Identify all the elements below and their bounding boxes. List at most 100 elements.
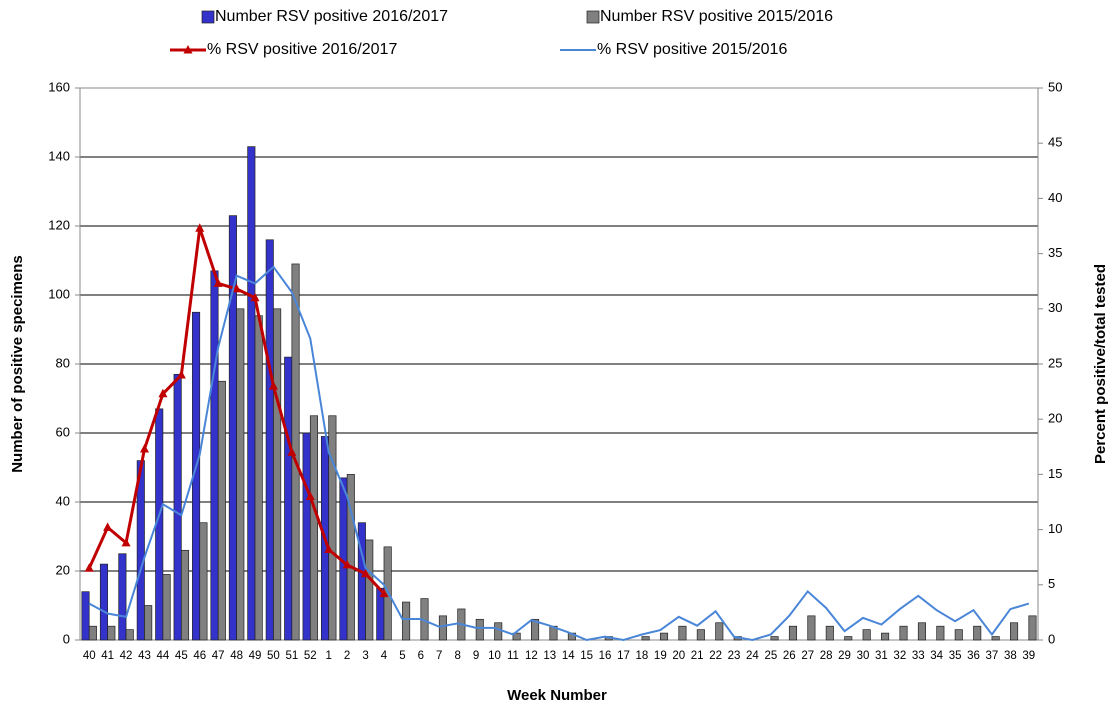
bar bbox=[917, 622, 926, 641]
x-tick-label: 7 bbox=[436, 650, 442, 662]
x-tick-label: 38 bbox=[1004, 650, 1017, 662]
bar bbox=[531, 618, 540, 641]
y2-tick-label: 15 bbox=[1048, 466, 1062, 481]
bar bbox=[265, 239, 274, 641]
y-tick-label: 0 bbox=[63, 631, 70, 646]
x-tick-label: 46 bbox=[193, 650, 206, 662]
bar bbox=[494, 622, 503, 641]
x-tick-label: 22 bbox=[709, 650, 722, 662]
y-tick-label: 20 bbox=[56, 562, 70, 577]
bar bbox=[881, 632, 890, 641]
x-tick-label: 33 bbox=[912, 650, 925, 662]
bar bbox=[199, 522, 208, 641]
bar bbox=[81, 591, 90, 641]
y-tick-label: 120 bbox=[48, 217, 70, 232]
y2-tick-label: 5 bbox=[1048, 576, 1055, 591]
marker bbox=[324, 544, 334, 553]
x-tick-label: 28 bbox=[820, 650, 833, 662]
legend-label: Number RSV positive 2016/2017 bbox=[215, 8, 448, 25]
x-tick-label: 40 bbox=[83, 650, 96, 662]
marker bbox=[103, 522, 113, 531]
bar bbox=[788, 625, 798, 641]
bar bbox=[309, 415, 319, 641]
x-tick-label: 49 bbox=[249, 650, 262, 662]
y2-tick-label: 50 bbox=[1048, 79, 1062, 94]
x-tick-label: 11 bbox=[507, 650, 519, 662]
legend-label: % RSV positive 2015/2016 bbox=[597, 41, 787, 58]
x-tick-label: 17 bbox=[617, 650, 630, 662]
bar bbox=[144, 605, 153, 641]
marker bbox=[195, 223, 205, 232]
x-tick-label: 42 bbox=[120, 650, 133, 662]
x-tick-label: 39 bbox=[1022, 650, 1035, 662]
bar bbox=[825, 625, 834, 641]
x-tick-label: 26 bbox=[783, 650, 796, 662]
x-tick-label: 52 bbox=[304, 650, 317, 662]
marker bbox=[158, 388, 168, 398]
bar bbox=[217, 380, 226, 641]
bar bbox=[438, 615, 447, 641]
x-tick-label: 35 bbox=[949, 650, 962, 662]
x-tick-label: 37 bbox=[986, 650, 999, 662]
x-tick-label: 3 bbox=[362, 650, 368, 662]
bar bbox=[180, 549, 190, 641]
x-tick-label: 45 bbox=[175, 650, 188, 662]
bar bbox=[328, 415, 337, 641]
marker bbox=[268, 381, 278, 390]
bar bbox=[1028, 615, 1037, 641]
marker bbox=[305, 491, 315, 500]
x-tick-label: 10 bbox=[488, 650, 501, 662]
x-tick-label: 32 bbox=[893, 650, 906, 662]
y-axis-title: Number of positive specimens bbox=[9, 255, 26, 473]
bar bbox=[862, 629, 871, 641]
x-tick-label: 23 bbox=[728, 650, 741, 662]
bar bbox=[273, 308, 282, 641]
bar bbox=[236, 308, 245, 641]
x-tick-label: 43 bbox=[138, 650, 151, 662]
y-tick-label: 100 bbox=[48, 286, 70, 301]
bar bbox=[247, 146, 256, 641]
x-tick-label: 21 bbox=[691, 650, 704, 662]
bar bbox=[162, 574, 171, 641]
bar bbox=[936, 625, 945, 641]
x-tick-label: 30 bbox=[857, 650, 870, 662]
x-tick-label: 19 bbox=[654, 650, 667, 662]
bar bbox=[659, 632, 669, 641]
bar bbox=[302, 432, 311, 641]
bar bbox=[844, 636, 853, 641]
x-tick-label: 15 bbox=[580, 650, 593, 662]
bar bbox=[88, 625, 97, 641]
legend-swatch bbox=[201, 10, 215, 24]
bar bbox=[770, 636, 779, 641]
y2-tick-label: 10 bbox=[1048, 521, 1062, 536]
y2-tick-label: 0 bbox=[1048, 631, 1055, 646]
bar bbox=[284, 356, 293, 641]
bar bbox=[365, 539, 374, 641]
bar bbox=[346, 474, 355, 641]
bar bbox=[512, 632, 521, 641]
x-tick-label: 29 bbox=[838, 650, 851, 662]
x-tick-label: 41 bbox=[101, 650, 114, 662]
bar bbox=[641, 636, 650, 641]
y2-tick-label: 35 bbox=[1048, 245, 1062, 260]
y2-axis-title: Percent positive/total tested bbox=[1092, 264, 1109, 464]
x-tick-label: 8 bbox=[454, 650, 460, 662]
marker bbox=[139, 444, 149, 453]
bar bbox=[807, 615, 816, 641]
x-tick-label: 36 bbox=[967, 650, 980, 662]
x-tick-label: 5 bbox=[399, 650, 405, 662]
x-tick-label: 4 bbox=[381, 650, 388, 662]
x-tick-label: 2 bbox=[344, 650, 350, 662]
y2-tick-label: 20 bbox=[1048, 411, 1062, 426]
x-tick-label: 20 bbox=[672, 650, 685, 662]
x-tick-label: 16 bbox=[599, 650, 612, 662]
line bbox=[88, 265, 1030, 642]
bar bbox=[173, 374, 182, 641]
x-tick-label: 9 bbox=[473, 650, 479, 662]
bar bbox=[678, 625, 687, 641]
marker bbox=[379, 588, 389, 598]
y-tick-label: 40 bbox=[56, 493, 70, 508]
x-tick-label: 14 bbox=[562, 650, 575, 662]
plot-frame bbox=[79, 87, 1039, 641]
bar bbox=[99, 563, 108, 641]
